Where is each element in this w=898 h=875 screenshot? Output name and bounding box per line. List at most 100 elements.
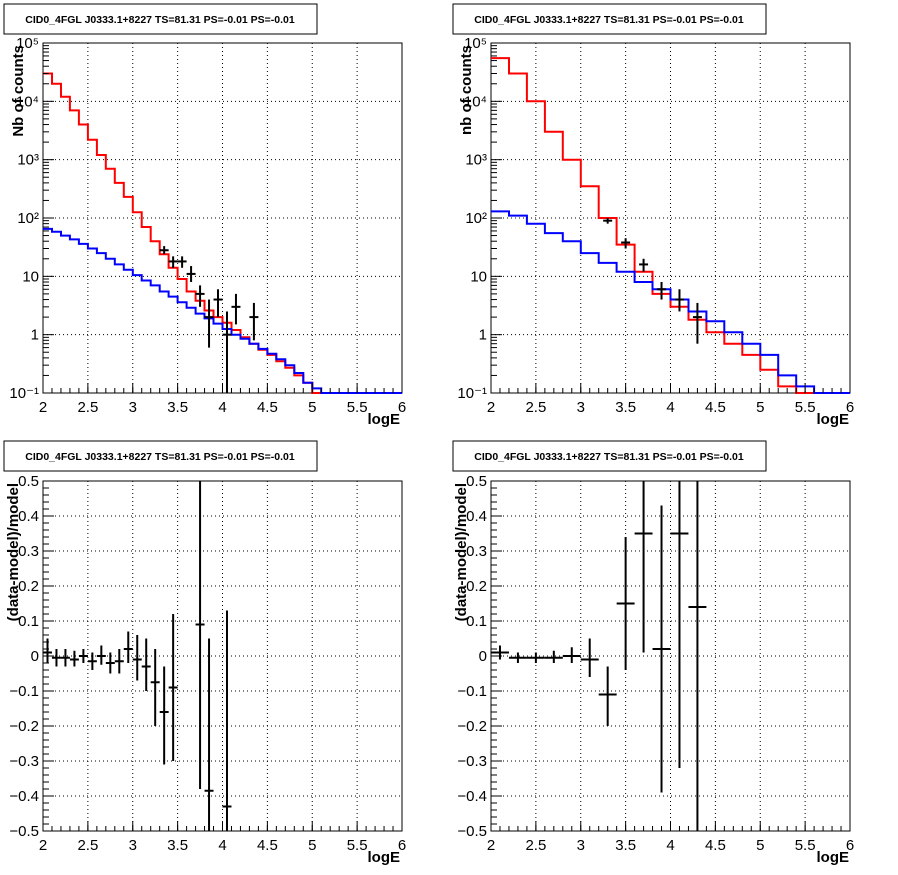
- y-tick-label: 0: [479, 648, 487, 665]
- data-point: [195, 481, 205, 789]
- y-tick-label: 0.3: [18, 543, 39, 560]
- data-point: [177, 256, 187, 268]
- x-tick-label: 4.5: [705, 399, 726, 416]
- data-point: [204, 299, 214, 348]
- y-tick-label: 10⁻¹: [9, 385, 39, 402]
- model-blue-series-line: [43, 227, 402, 394]
- x-tick-label: 5: [756, 837, 764, 854]
- data-point: [195, 285, 205, 307]
- x-tick-label: 3: [577, 837, 585, 854]
- y-tick-label: 1: [479, 327, 487, 344]
- x-ticks: 2 2.5 3 3.5 4 4.5 5 5.5 6: [487, 821, 854, 854]
- data-point: [60, 649, 70, 667]
- data-point: [51, 649, 61, 667]
- data-point: [674, 289, 684, 312]
- data-point: [639, 258, 649, 272]
- x-tick-label: 2: [39, 399, 47, 416]
- y-tick-label: −0.3: [9, 753, 39, 770]
- y-ticks: −0.5 −0.4 −0.3 −0.2 −0.1 0 0.1 0.2 0.3 0.4 0.5: [457, 473, 502, 840]
- model-red-series-line: [43, 72, 402, 394]
- y-tick-label: 0: [31, 648, 39, 665]
- panel-top-right: CID0_4FGL J0333.1+8227 TS=81.31 PS=-0.01…: [452, 3, 854, 428]
- x-tick-label: 3.5: [615, 399, 636, 416]
- y-tick-label: 10⁴: [464, 93, 487, 110]
- y-tick-label: −0.1: [9, 683, 39, 700]
- x-tick-label: 4.5: [257, 837, 278, 854]
- x-ticks: 2 2.5 3 3.5 4 4.5 5 5.5 6: [39, 821, 406, 854]
- y-tick-label: 10⁵: [464, 35, 487, 52]
- y-tick-label: −0.4: [457, 788, 487, 805]
- grid: [43, 43, 402, 393]
- data-point: [526, 652, 545, 663]
- y-tick-label: 10⁴: [16, 93, 39, 110]
- y-ticks: 10⁻¹ 1 10 10² 10³ 10⁴ 10⁵: [9, 35, 54, 402]
- x-tick-label: 2: [487, 399, 495, 416]
- x-tick-label: 5.5: [347, 399, 368, 416]
- x-tick-label: 4: [218, 399, 226, 416]
- x-axis-label: logE: [817, 411, 850, 428]
- y-tick-label: 0.3: [466, 543, 487, 560]
- series-group: [491, 57, 850, 394]
- data-point: [544, 650, 563, 663]
- x-tick-label: 6: [846, 837, 854, 854]
- y-tick-label: 10²: [17, 210, 39, 227]
- x-tick-label: 2: [39, 837, 47, 854]
- data-point: [222, 311, 232, 393]
- y-tick-label: 10³: [17, 152, 39, 169]
- y-tick-label: 10³: [465, 152, 487, 169]
- x-tick-label: 5: [308, 837, 316, 854]
- y-tick-label: −0.4: [9, 788, 39, 805]
- x-tick-label: 4: [218, 837, 226, 854]
- series-group: [43, 72, 402, 394]
- data-point: [186, 266, 196, 282]
- y-tick-label: −0.5: [457, 823, 487, 840]
- data-point: [69, 650, 79, 667]
- data-points: [43, 481, 232, 831]
- data-point: [132, 635, 142, 681]
- data-point: [213, 289, 223, 318]
- panel-bottom-right: CID0_4FGL J0333.1+8227 TS=81.31 PS=-0.01…: [452, 440, 854, 866]
- data-point: [159, 666, 169, 765]
- x-ticks: 2 2.5 3 3.5 4 4.5 5 5.5 6: [39, 383, 406, 416]
- y-tick-label: 1: [31, 327, 39, 344]
- y-axis-label: Nb of counts: [10, 45, 27, 137]
- y-tick-label: −0.3: [457, 753, 487, 770]
- x-tick-label: 5.5: [347, 837, 368, 854]
- x-tick-label: 2: [487, 837, 495, 854]
- x-tick-label: 6: [398, 399, 406, 416]
- x-tick-label: 3: [577, 399, 585, 416]
- panel-bottom-left: CID0_4FGL J0333.1+8227 TS=81.31 PS=-0.01…: [3, 440, 406, 866]
- x-tick-label: 4.5: [705, 837, 726, 854]
- data-point: [688, 481, 707, 831]
- y-tick-label: 10: [22, 268, 39, 285]
- y-tick-label: −0.1: [457, 683, 487, 700]
- y-tick-label: 0.5: [18, 473, 39, 490]
- panel-top-left: CID0_4FGL J0333.1+8227 TS=81.31 PS=-0.01…: [3, 3, 406, 428]
- x-tick-label: 3.5: [615, 837, 636, 854]
- x-tick-label: 2.5: [525, 399, 546, 416]
- data-point: [692, 302, 702, 344]
- data-point: [114, 649, 124, 674]
- y-axis-label: (data-model)/model: [453, 483, 470, 621]
- data-point: [150, 649, 160, 726]
- model-blue-series-line: [491, 210, 850, 394]
- y-ticks: 10⁻¹ 1 10 10² 10³ 10⁴ 10⁵: [457, 35, 502, 402]
- x-tick-label: 4.5: [257, 399, 278, 416]
- x-tick-label: 5: [756, 399, 764, 416]
- y-tick-label: 0.4: [18, 508, 39, 525]
- y-tick-label: −0.5: [9, 823, 39, 840]
- data-point: [87, 652, 97, 670]
- data-point: [657, 281, 667, 300]
- x-axis-label: logE: [368, 849, 401, 866]
- y-tick-label: 0.1: [18, 613, 39, 630]
- y-axis-label: nb of counts: [458, 45, 475, 135]
- data-point: [652, 505, 671, 793]
- y-tick-label: 10: [470, 268, 487, 285]
- data-point: [96, 645, 106, 665]
- x-tick-label: 3: [129, 399, 137, 416]
- y-tick-label: −0.2: [457, 718, 487, 735]
- x-tick-label: 4: [666, 399, 674, 416]
- data-point: [491, 645, 509, 660]
- panel-title: CID0_4FGL J0333.1+8227 TS=81.31 PS=-0.01…: [25, 14, 295, 26]
